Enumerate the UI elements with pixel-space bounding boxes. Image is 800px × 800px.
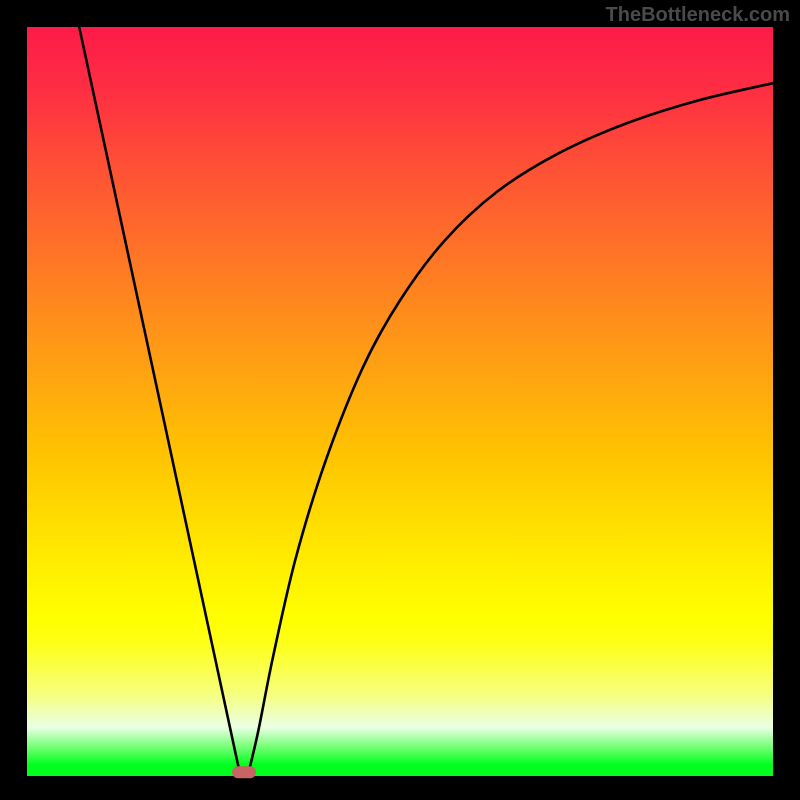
chart-curves <box>27 27 773 776</box>
curve-right-segment <box>249 83 773 772</box>
curve-left-segment <box>79 27 239 772</box>
minimum-marker <box>232 766 256 778</box>
watermark-text: TheBottleneck.com <box>606 4 790 27</box>
plot-area <box>27 27 773 776</box>
